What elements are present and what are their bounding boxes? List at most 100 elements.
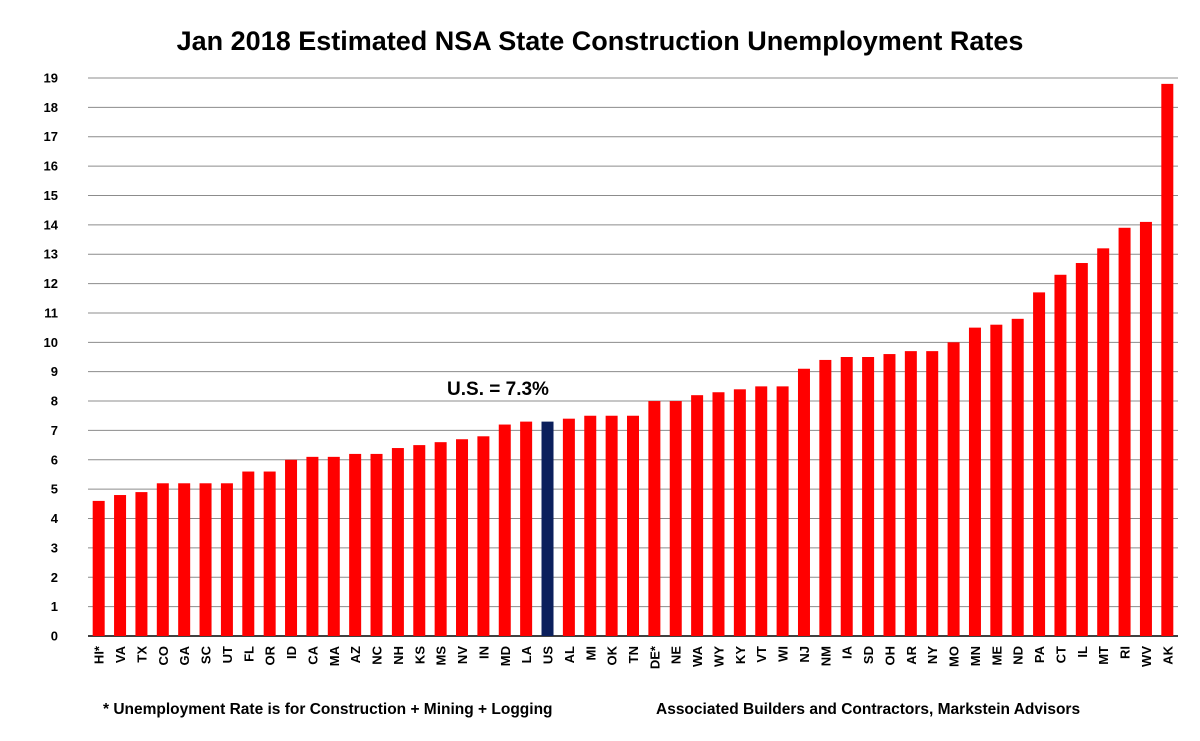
y-tick-label: 17	[44, 129, 58, 144]
x-tick-label: WV	[1139, 646, 1154, 667]
bar-nc	[370, 453, 383, 636]
bar-ar	[904, 351, 917, 636]
y-tick-label: 14	[44, 217, 59, 232]
x-tick-label: MT	[1096, 646, 1111, 665]
y-tick-label: 10	[44, 335, 58, 350]
x-tick-label: SD	[861, 646, 876, 664]
bar-sd	[862, 357, 875, 636]
bar-vt	[755, 386, 768, 636]
x-tick-label: NJ	[797, 646, 812, 663]
x-tick-label: VT	[754, 646, 769, 663]
bar-ks	[413, 445, 426, 636]
bar-mn	[968, 327, 981, 636]
y-tick-label: 4	[51, 511, 59, 526]
bar-nm	[819, 359, 832, 636]
x-tick-label: FL	[241, 646, 256, 662]
x-tick-label: CO	[156, 646, 171, 666]
bar-sc	[199, 483, 212, 636]
y-tick-label: 0	[51, 629, 58, 644]
x-tick-label: WA	[690, 645, 705, 667]
y-tick-label: 12	[44, 276, 58, 291]
x-tick-label: NY	[925, 646, 940, 664]
bar-md	[498, 424, 511, 636]
bar-or	[263, 471, 276, 636]
bar-mt	[1097, 248, 1110, 636]
bar-il	[1075, 263, 1088, 636]
bar-az	[349, 453, 362, 636]
x-tick-label: CT	[1053, 646, 1068, 663]
bar-la	[520, 421, 533, 636]
x-tick-label: NC	[370, 645, 385, 664]
x-tick-label: PA	[1032, 645, 1047, 663]
footnote-left: * Unemployment Rate is for Construction …	[103, 701, 553, 718]
x-tick-label: NM	[818, 646, 833, 666]
bars	[92, 83, 1174, 637]
y-tick-label: 8	[51, 394, 58, 409]
bar-fl	[242, 471, 255, 636]
bar-nv	[456, 439, 469, 636]
x-tick-label: OR	[263, 645, 278, 665]
y-tick-label: 18	[44, 100, 58, 115]
x-tick-label: OH	[882, 646, 897, 666]
bar-mi	[584, 415, 597, 636]
bar-wv	[1139, 221, 1152, 636]
x-tick-label: MO	[947, 646, 962, 667]
x-tick-label: VA	[113, 645, 128, 663]
bar-wy	[712, 392, 725, 636]
x-tick-label: TN	[626, 646, 641, 663]
bar-oh	[883, 354, 896, 636]
x-tick-label: US	[541, 646, 556, 664]
x-tick-label: TX	[134, 646, 149, 663]
x-tick-label: MA	[327, 645, 342, 666]
x-tick-label: UT	[220, 646, 235, 663]
bar-ak	[1161, 83, 1174, 637]
x-tick-label: ND	[1011, 646, 1026, 665]
bar-va	[114, 495, 127, 636]
y-tick-label: 16	[44, 159, 58, 174]
y-tick-label: 9	[51, 364, 58, 379]
x-tick-label: IN	[476, 646, 491, 659]
us-annotation: U.S. = 7.3%	[447, 379, 549, 400]
bar-wi	[776, 386, 789, 636]
y-tick-label: 15	[44, 188, 58, 203]
x-tick-label: GA	[177, 645, 192, 665]
y-tick-label: 1	[51, 599, 58, 614]
bar-ma	[327, 456, 340, 636]
x-tick-label: KY	[733, 646, 748, 664]
y-tick-label: 5	[51, 482, 58, 497]
x-tick-label: MS	[434, 646, 449, 666]
x-tick-label: IA	[840, 645, 855, 659]
x-tick-label: ID	[284, 646, 299, 659]
bar-co	[156, 483, 169, 636]
bar-de	[648, 401, 661, 636]
bar-me	[990, 324, 1003, 636]
bar-hi	[92, 500, 105, 636]
x-tick-label: AK	[1160, 645, 1175, 664]
x-tick-label: RI	[1118, 646, 1133, 659]
bar-wa	[691, 395, 704, 636]
bar-id	[285, 459, 298, 636]
bar-ia	[840, 357, 853, 636]
y-tick-label: 11	[44, 305, 58, 320]
x-tick-label: CA	[305, 645, 320, 664]
bar-mo	[947, 342, 960, 636]
x-tick-label: AR	[904, 645, 919, 664]
x-tick-label: MD	[498, 646, 513, 666]
x-tick-label: AL	[562, 646, 577, 663]
bar-tn	[627, 415, 639, 636]
bar-ga	[178, 483, 191, 636]
x-tick-label: HI*	[92, 645, 107, 664]
bar-us	[541, 421, 554, 636]
bar-nj	[797, 368, 810, 636]
x-tick-label: IL	[1075, 646, 1090, 658]
y-tick-label: 3	[51, 540, 58, 555]
bar-nd	[1011, 318, 1024, 636]
bar-ca	[306, 456, 319, 636]
y-tick-label: 7	[51, 423, 58, 438]
y-tick-label: 19	[44, 71, 58, 86]
x-tick-label: LA	[519, 645, 534, 663]
x-axis-ticks: HI* VA TX CO GA SC UT FL OR ID CA MA AZ NC NH KS MS NV IN M…	[92, 645, 1176, 669]
bar-al	[562, 418, 575, 636]
